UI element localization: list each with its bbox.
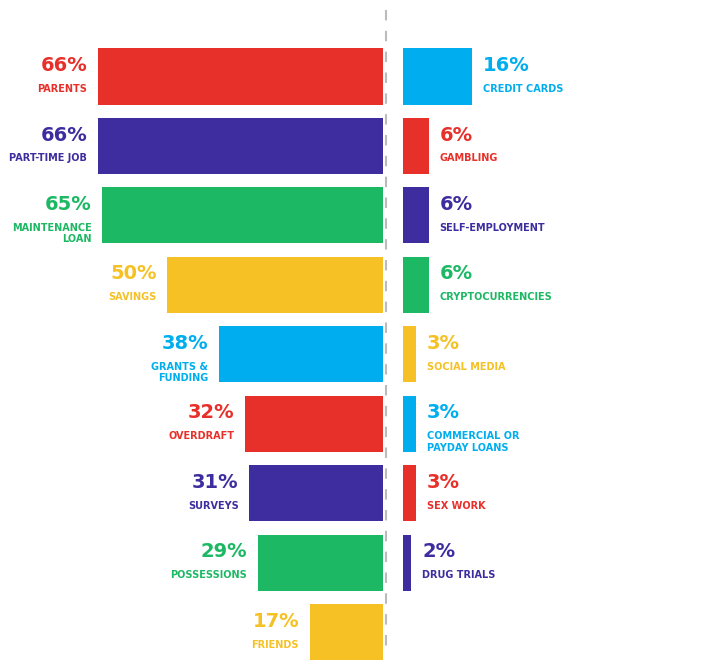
Text: 66%: 66%: [41, 125, 88, 145]
Text: SURVEYS: SURVEYS: [188, 500, 239, 510]
Text: FRIENDS: FRIENDS: [252, 640, 299, 650]
Text: 6%: 6%: [439, 125, 473, 145]
Text: 65%: 65%: [45, 195, 92, 214]
Text: COMMERCIAL OR
PAYDAY LOANS: COMMERCIAL OR PAYDAY LOANS: [426, 431, 519, 453]
Text: OVERDRAFT: OVERDRAFT: [168, 431, 235, 441]
Text: SELF-EMPLOYMENT: SELF-EMPLOYMENT: [439, 223, 545, 233]
Bar: [403, 326, 416, 382]
Text: SEX WORK: SEX WORK: [426, 500, 485, 510]
Bar: [245, 396, 383, 452]
Text: 38%: 38%: [162, 334, 208, 353]
Text: 3%: 3%: [426, 473, 459, 492]
Bar: [403, 257, 429, 313]
Bar: [403, 48, 472, 105]
Text: 50%: 50%: [110, 265, 156, 283]
Text: 3%: 3%: [426, 404, 459, 422]
Bar: [403, 396, 416, 452]
Text: 31%: 31%: [192, 473, 239, 492]
Text: CREDIT CARDS: CREDIT CARDS: [483, 83, 563, 93]
Bar: [103, 187, 383, 243]
Text: MAINTENANCE
LOAN: MAINTENANCE LOAN: [12, 223, 92, 244]
Bar: [167, 257, 383, 313]
Text: SOCIAL MEDIA: SOCIAL MEDIA: [426, 362, 505, 372]
Text: PARENTS: PARENTS: [38, 83, 88, 93]
Text: 17%: 17%: [252, 612, 299, 631]
Text: 2%: 2%: [422, 542, 456, 562]
Text: 66%: 66%: [41, 56, 88, 75]
Text: GAMBLING: GAMBLING: [439, 153, 498, 163]
Text: 29%: 29%: [200, 542, 247, 562]
Bar: [403, 465, 416, 522]
Text: DRUG TRIALS: DRUG TRIALS: [422, 570, 496, 580]
Text: 6%: 6%: [439, 265, 473, 283]
Bar: [403, 118, 429, 174]
Bar: [309, 604, 383, 660]
Bar: [98, 118, 384, 174]
Text: GRANTS &
FUNDING: GRANTS & FUNDING: [151, 362, 208, 384]
Bar: [258, 535, 384, 591]
Text: 3%: 3%: [426, 334, 459, 353]
Bar: [250, 465, 383, 522]
Bar: [403, 187, 429, 243]
Text: CRYPTOCURRENCIES: CRYPTOCURRENCIES: [439, 292, 552, 302]
Bar: [219, 326, 383, 382]
Text: 6%: 6%: [439, 195, 473, 214]
Text: POSSESSIONS: POSSESSIONS: [170, 570, 247, 580]
Bar: [98, 48, 384, 105]
Text: 32%: 32%: [188, 404, 235, 422]
Text: 16%: 16%: [483, 56, 530, 75]
Text: PART-TIME JOB: PART-TIME JOB: [9, 153, 88, 163]
Text: SAVINGS: SAVINGS: [108, 292, 156, 302]
Bar: [403, 535, 411, 591]
